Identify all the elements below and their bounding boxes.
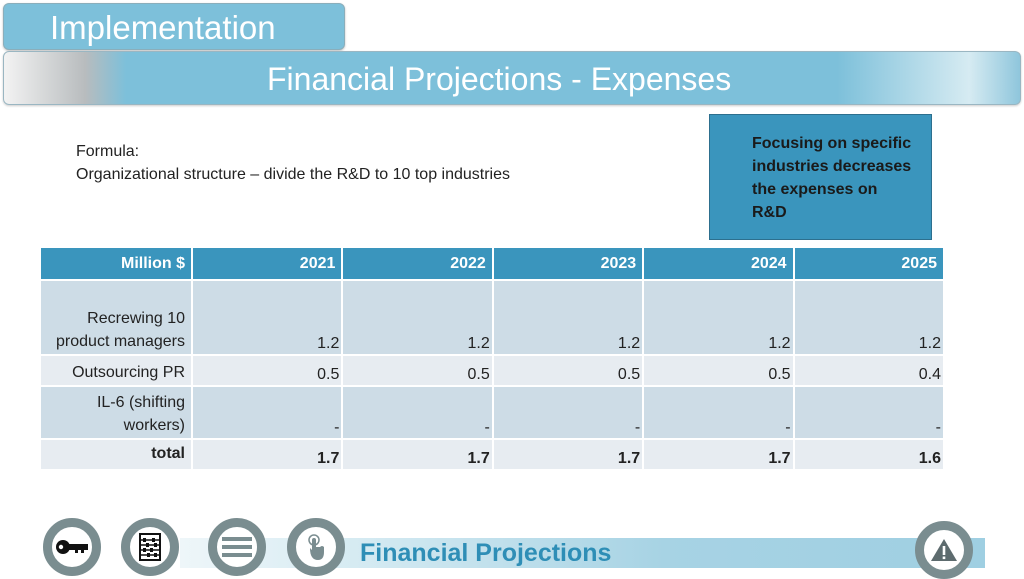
callout-line: the expenses on	[752, 181, 878, 198]
header-year: 2023	[491, 246, 645, 281]
expenses-table: Million $ 2021 2022 2023 2024 2025 Recre…	[39, 246, 946, 471]
cell-value: 1.2	[190, 279, 344, 356]
cell-value: 1.6	[792, 438, 946, 471]
cell-value: 1.2	[642, 279, 795, 356]
menu-icon	[222, 537, 252, 557]
cell-value: 0.5	[491, 354, 645, 387]
callout-box: Focusing on specific industries decrease…	[709, 114, 932, 240]
table-row: Recrewing 10 product managers 1.2 1.2 1.…	[39, 279, 946, 356]
callout-line: industries decreases	[752, 158, 912, 175]
formula-label: Formula:	[76, 143, 140, 160]
nav-button-menu[interactable]	[208, 518, 266, 576]
cell-value: 0.5	[341, 354, 494, 387]
row-label: IL-6 (shifting workers)	[39, 385, 193, 440]
title-bar: Financial Projections - Expenses	[3, 51, 1021, 105]
formula-text: Organizational structure – divide the R&…	[76, 166, 511, 183]
slide-title: Financial Projections - Expenses	[267, 61, 732, 97]
table-row: Outsourcing PR 0.5 0.5 0.5 0.5 0.4	[39, 354, 946, 387]
cell-value: 0.5	[190, 354, 344, 387]
warning-icon	[931, 539, 957, 561]
nav-button-touch[interactable]	[287, 518, 345, 576]
callout-line: Focusing on specific	[752, 135, 912, 152]
cell-value: 0.5	[642, 354, 795, 387]
footer-title: Financial Projections	[360, 539, 612, 567]
cell-value: -	[491, 385, 645, 440]
cell-value: 1.7	[341, 438, 494, 471]
section-tab: Implementation	[3, 3, 345, 50]
header-year: 2025	[792, 246, 946, 281]
nav-button-key[interactable]	[43, 518, 101, 576]
cell-value: -	[792, 385, 946, 440]
touch-hand-icon	[308, 534, 324, 560]
cell-value: 1.7	[491, 438, 645, 471]
cell-value: 1.2	[491, 279, 645, 356]
header-year: 2022	[341, 246, 494, 281]
row-label: Recrewing 10 product managers	[39, 279, 193, 356]
key-icon	[56, 540, 88, 554]
row-label: Outsourcing PR	[39, 354, 193, 387]
cell-value: 1.7	[190, 438, 344, 471]
cell-value: 1.2	[792, 279, 946, 356]
cell-value: 1.7	[642, 438, 795, 471]
header-unit: Million $	[39, 246, 193, 281]
cell-value: -	[642, 385, 795, 440]
nav-button-calculator[interactable]	[121, 518, 179, 576]
abacus-icon	[139, 533, 161, 561]
cell-value: 1.2	[341, 279, 494, 356]
callout-line: R&D	[752, 204, 787, 221]
header-year: 2021	[190, 246, 344, 281]
table-row: IL-6 (shifting workers) - - - - -	[39, 385, 946, 440]
cell-value: -	[190, 385, 344, 440]
cell-value: 0.4	[792, 354, 946, 387]
cell-value: -	[341, 385, 494, 440]
nav-button-alert[interactable]	[915, 521, 973, 579]
formula-block: Formula: Organizational structure – divi…	[76, 140, 510, 186]
row-label: total	[39, 438, 193, 471]
table-total-row: total 1.7 1.7 1.7 1.7 1.6	[39, 438, 946, 471]
header-year: 2024	[642, 246, 795, 281]
table-header-row: Million $ 2021 2022 2023 2024 2025	[39, 246, 946, 281]
